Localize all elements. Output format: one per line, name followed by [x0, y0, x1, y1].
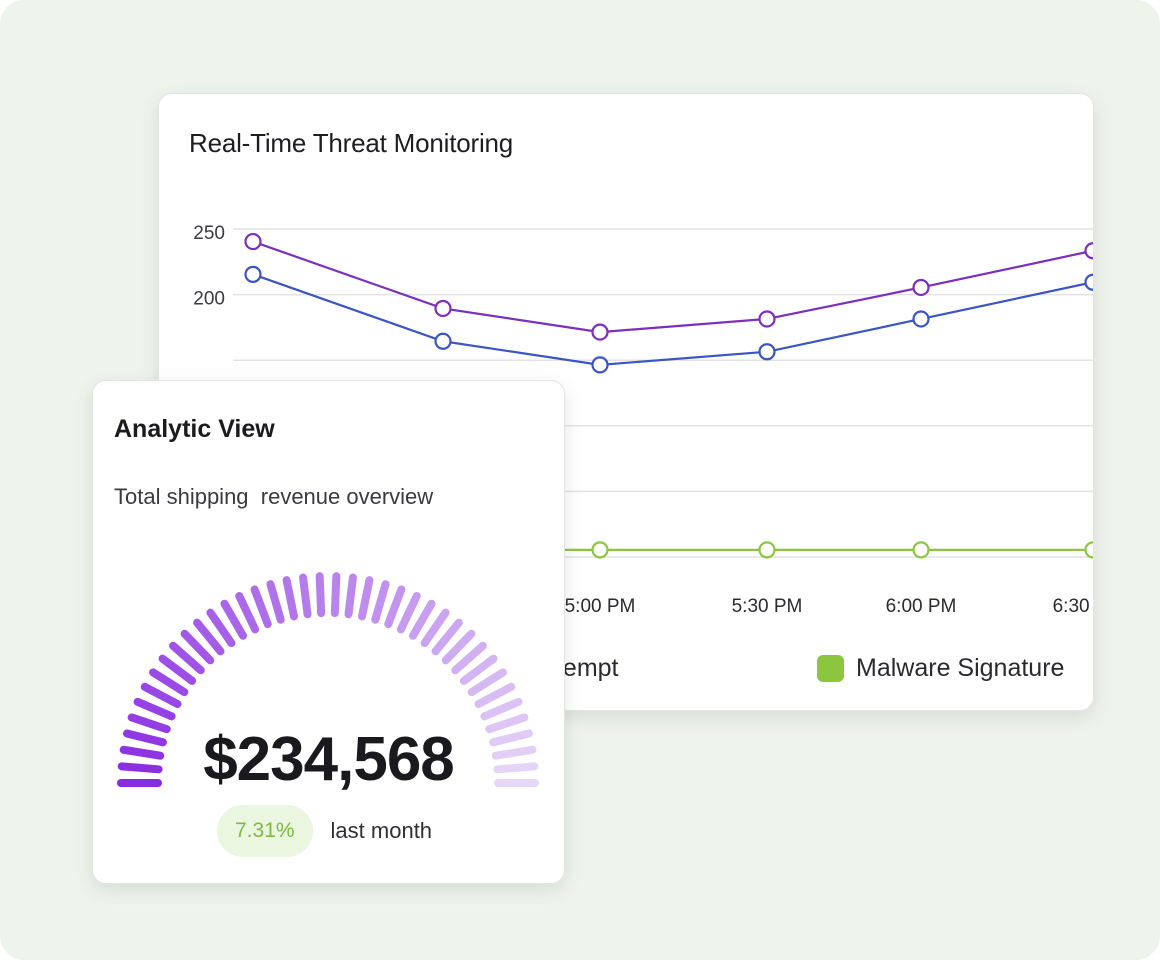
gauge-segment: [371, 580, 390, 624]
series-line: [252, 240, 1093, 334]
gauge-segment: [123, 729, 167, 747]
gauge-segment: [149, 668, 189, 697]
revenue-amount: $234,568: [203, 725, 455, 794]
gauge-segment: [344, 573, 357, 619]
gauge-segment: [235, 591, 260, 634]
gauge-segment: [220, 599, 247, 640]
data-point: [591, 323, 609, 341]
analytic-card-title: Analytic View: [114, 415, 275, 443]
gauge-segment: [480, 697, 523, 721]
gauge-segment: [117, 762, 163, 774]
gauge-segment: [474, 682, 516, 708]
gauge-segment: [299, 573, 312, 619]
gauge-segment: [431, 618, 463, 656]
data-point: [1084, 242, 1093, 260]
change-row: 7.31% last month: [217, 805, 432, 857]
data-point: [912, 278, 930, 297]
data-point: [912, 310, 930, 328]
gauge-segment: [441, 629, 476, 665]
gauge-segment: [384, 585, 406, 629]
data-point: [1084, 541, 1093, 559]
gauge-segment: [250, 585, 272, 629]
gauge-segment: [489, 729, 533, 747]
gauge-segment: [485, 713, 529, 734]
legend-label-malware: Malware Signature: [856, 653, 1065, 682]
gauge-segment: [315, 572, 326, 618]
gauge-segment: [266, 580, 285, 624]
gauge-segment: [409, 599, 436, 640]
data-point: [912, 541, 930, 559]
gauge-segment: [493, 762, 539, 774]
gauge-segment: [282, 576, 298, 621]
gauge-segment: [491, 745, 537, 760]
change-badge: 7.31%: [217, 805, 313, 857]
y-tick-label: 250: [193, 223, 225, 244]
x-tick-label: 5:30 PM: [732, 596, 803, 614]
gauge-segment: [140, 682, 182, 708]
gauge-segment: [127, 713, 171, 734]
gauge-segment: [467, 668, 507, 697]
analytic-card-subtitle: Total shipping revenue overview: [114, 484, 434, 509]
gauge-segment: [358, 576, 374, 621]
x-tick-label: 5:00 PM: [565, 596, 636, 614]
x-tick-label: 6:30 PM: [1053, 596, 1093, 614]
data-point: [434, 299, 452, 318]
data-point: [244, 265, 262, 283]
series-line: [252, 273, 1093, 366]
revenue-gauge: [117, 572, 539, 787]
data-point: [758, 310, 776, 328]
analytic-view-card: Analytic View Total shipping revenue ove…: [92, 380, 565, 884]
gauge-segment: [180, 629, 215, 665]
gauge-segment: [451, 641, 487, 675]
data-point: [244, 232, 262, 251]
gauge-segment: [459, 654, 498, 685]
gauge-segment: [396, 591, 421, 634]
gauge-segment: [119, 745, 165, 760]
gauge-segment: [193, 618, 225, 656]
data-point: [434, 332, 452, 350]
x-tick-label: 6:00 PM: [886, 596, 957, 614]
legend-swatch-malware: [817, 654, 844, 682]
gauge-segment: [158, 654, 197, 685]
gauge-segment: [206, 608, 236, 648]
y-tick-label: 200: [193, 289, 225, 310]
legend-item-malware[interactable]: Malware Signature: [817, 650, 1064, 686]
gauge-segment: [420, 608, 450, 648]
gauge-segment: [133, 697, 176, 721]
data-point: [591, 356, 609, 374]
gauge-segment: [330, 572, 341, 618]
data-point: [591, 541, 609, 559]
change-period-label: last month: [330, 818, 433, 843]
data-point: [758, 541, 776, 559]
data-point: [1084, 273, 1093, 291]
data-point: [758, 343, 776, 361]
threat-card-title: Real-Time Threat Monitoring: [189, 128, 514, 158]
gauge-segment: [169, 641, 205, 675]
